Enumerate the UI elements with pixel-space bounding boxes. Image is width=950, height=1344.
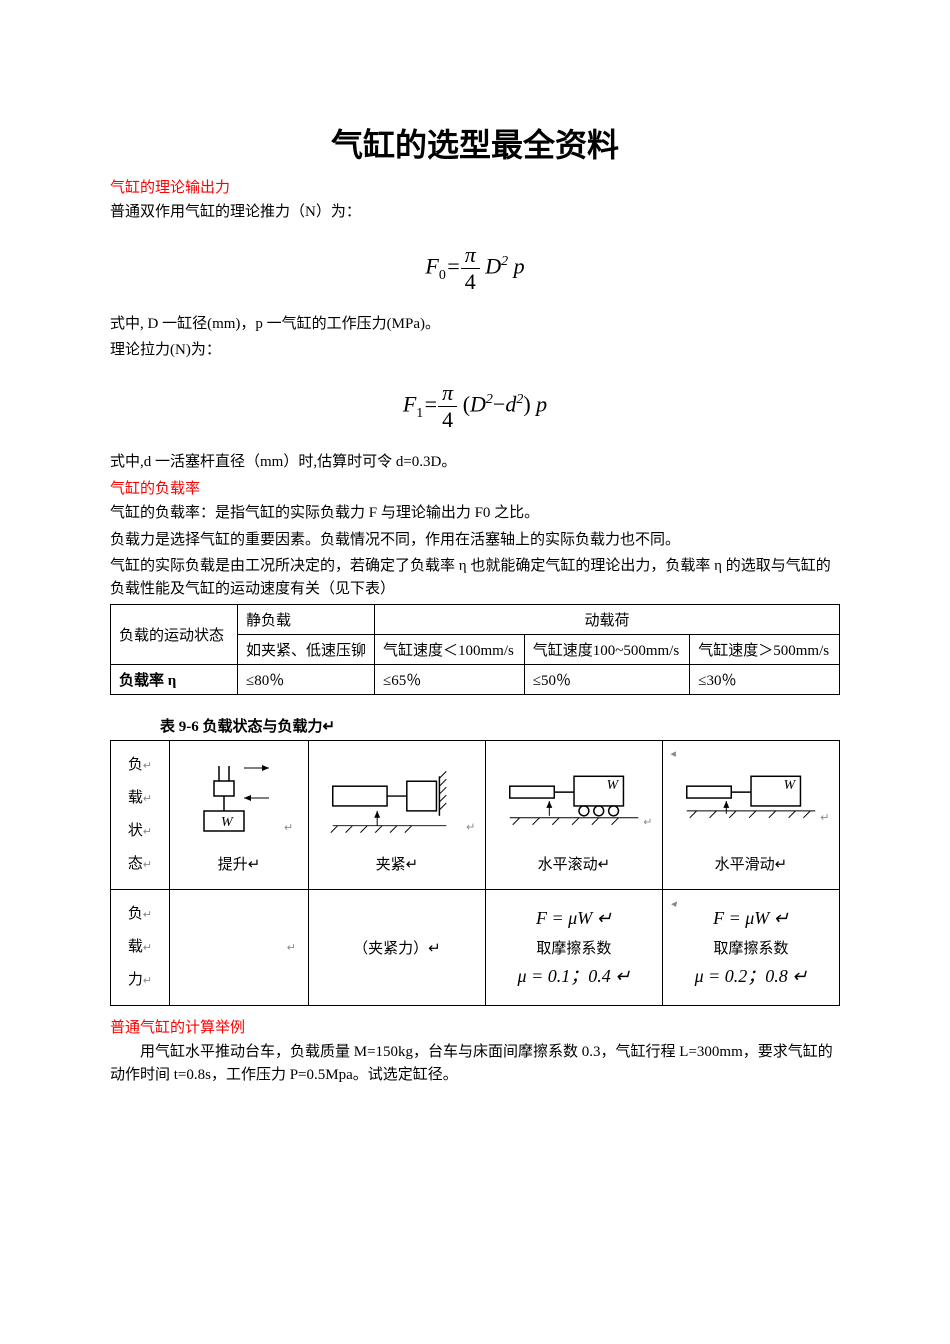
formula-F: F (425, 253, 438, 278)
diagram-lift: W ↵ 提升↵ (170, 741, 309, 890)
formula-num: π (461, 242, 480, 269)
rate-table: 负载的运动状态 静负载 动载荷 如夹紧、低速压铆 气缸速度＜100mm/s 气缸… (110, 604, 840, 695)
lift-w-label: W (221, 815, 234, 830)
formula2-frac: π4 (438, 380, 457, 433)
rate-r2c2: 如夹紧、低速压铆 (238, 635, 375, 665)
formula-sub0: 0 (439, 267, 446, 282)
formula2-eq: = (423, 391, 438, 416)
section-heading-theory: 气缸的理论输出力 (110, 176, 840, 197)
formula-eq: = (446, 253, 461, 278)
theory-p1: 普通双作用气缸的理论推力（N）为： (110, 201, 840, 224)
slide-coef-label: 取摩擦系数 (713, 941, 788, 957)
rate-r1c3: 动载荷 (375, 605, 840, 635)
load-col-label: 负↵载↵状↵态↵ (111, 741, 170, 890)
table-row: 负↵载↵状↵态↵ W ↵ 提升↵ (111, 741, 840, 890)
roll-diagram-svg: W ↵ (490, 756, 658, 846)
section-heading-example: 普通气缸的计算举例 (110, 1016, 840, 1037)
formula-den: 4 (461, 269, 480, 295)
page: 气缸的选型最全资料 气缸的理论输出力 普通双作用气缸的理论推力（N）为： F0=… (0, 0, 950, 1344)
example-p1: 用气缸水平推动台车，负载质量 M=150kg，台车与床面间摩擦系数 0.3，气缸… (110, 1041, 840, 1086)
svg-text:↵: ↵ (284, 822, 293, 834)
slide-caption: 水平滑动↵ (667, 853, 835, 874)
loadrate-p1: 气缸的负载率：是指气缸的实际负载力 F 与理论输出力 F0 之比。 (110, 502, 840, 525)
formula-frac: π4 (461, 242, 480, 295)
svg-text:↵: ↵ (466, 822, 475, 834)
theory-p4: 式中,d 一活塞杆直径（mm）时,估算时可令 d=0.3D。 (110, 451, 840, 474)
section-heading-loadrate: 气缸的负载率 (110, 477, 840, 498)
formula2-Dsup: 2 (486, 392, 493, 407)
rate-r2c4: 气缸速度100~500mm/s (524, 635, 690, 665)
roll-w-label: W (607, 777, 620, 792)
lift-caption: 提升↵ (174, 853, 304, 874)
rate-r3c5: ≤30％ (690, 665, 840, 695)
slide-diagram-svg: W ↵ (667, 756, 835, 846)
formula2-rparen: ) (523, 391, 530, 416)
load-col-label2: 负↵载↵力↵ (111, 890, 170, 1006)
loadrate-p2: 负载力是选择气缸的重要因素。负载情况不同，作用在活塞轴上的实际负载力也不同。 (110, 529, 840, 552)
table-row: 负载的运动状态 静负载 动载荷 (111, 605, 840, 635)
rate-r3c1: 负载率 η (111, 665, 238, 695)
rate-r3c3: ≤65％ (375, 665, 525, 695)
diagram-slide: W ↵ 水平滑动↵ (662, 741, 839, 890)
force-cell-lift: ↵ (170, 890, 309, 1006)
svg-text:↵: ↵ (820, 812, 829, 824)
rate-r1c2: 静负载 (238, 605, 375, 635)
table-row: 负载率 η ≤80％ ≤65％ ≤50％ ≤30％ (111, 665, 840, 695)
svg-text:↵: ↵ (643, 817, 652, 829)
force-cell-slide: F = μW ↵ 取摩擦系数 μ = 0.2；0.8 ↵ (662, 890, 839, 1006)
formula2-num: π (438, 380, 457, 407)
slide-w-label: W (784, 777, 797, 792)
roll-coef-val: μ = 0.1；0.4 ↵ (518, 966, 631, 986)
lift-diagram-svg: W ↵ (174, 756, 304, 846)
table-row: 负↵载↵力↵ ↵ （夹紧力）↵ ◂ F = μW ↵ 取摩擦系数 μ = 0.1… (111, 890, 840, 1006)
formula2-d: d (505, 391, 516, 416)
slide-formula: F = μW ↵ (713, 908, 789, 928)
formula-pull: F1=π4 (D2−d2) p (110, 380, 840, 433)
rate-r1c1: 负载的运动状态 (111, 605, 238, 665)
formula-p: p (508, 253, 525, 278)
formula2-den: 4 (438, 407, 457, 433)
rate-r2c3: 气缸速度＜100mm/s (375, 635, 525, 665)
load-state-table: 负↵载↵状↵态↵ W ↵ 提升↵ (110, 740, 840, 1006)
roll-caption: 水平滚动↵ (490, 853, 658, 874)
force-cell-roll: ◂ F = μW ↵ 取摩擦系数 μ = 0.1；0.4 ↵ (485, 890, 662, 1006)
theory-p3: 理论拉力(N)为： (110, 339, 840, 362)
roll-coef-label: 取摩擦系数 (536, 941, 611, 957)
formula-push: F0=π4 D2 p (110, 242, 840, 295)
clamp-caption: 夹紧↵ (313, 853, 481, 874)
roll-formula: F = μW ↵ (536, 908, 612, 928)
force-cell-clamp: （夹紧力）↵ (309, 890, 486, 1006)
rate-r3c2: ≤80％ (238, 665, 375, 695)
formula2-minus: − (493, 391, 505, 416)
rate-r2c5: 气缸速度＞500mm/s (690, 635, 840, 665)
loadrate-p3: 气缸的实际负载是由工况所决定的，若确定了负载率 η 也就能确定气缸的理论出力，负… (110, 555, 840, 600)
diagram-clamp: ↵ 夹紧↵ (309, 741, 486, 890)
slide-coef-val: μ = 0.2；0.8 ↵ (695, 966, 808, 986)
table96-caption: 表 9-6 负载状态与负载力↵ (160, 715, 840, 736)
formula2-D: D (470, 391, 486, 416)
clamp-diagram-svg: ↵ (313, 756, 481, 846)
formula-D: D (485, 253, 501, 278)
formula2-p: p (531, 391, 548, 416)
main-title: 气缸的选型最全资料 (110, 120, 840, 166)
rate-r3c4: ≤50％ (524, 665, 690, 695)
formula2-F: F (403, 391, 416, 416)
formula2-lparen: ( (463, 391, 470, 416)
diagram-roll: ◂ W ↵ (485, 741, 662, 890)
theory-p2: 式中, D 一缸径(mm)，p 一气缸的工作压力(MPa)。 (110, 313, 840, 336)
